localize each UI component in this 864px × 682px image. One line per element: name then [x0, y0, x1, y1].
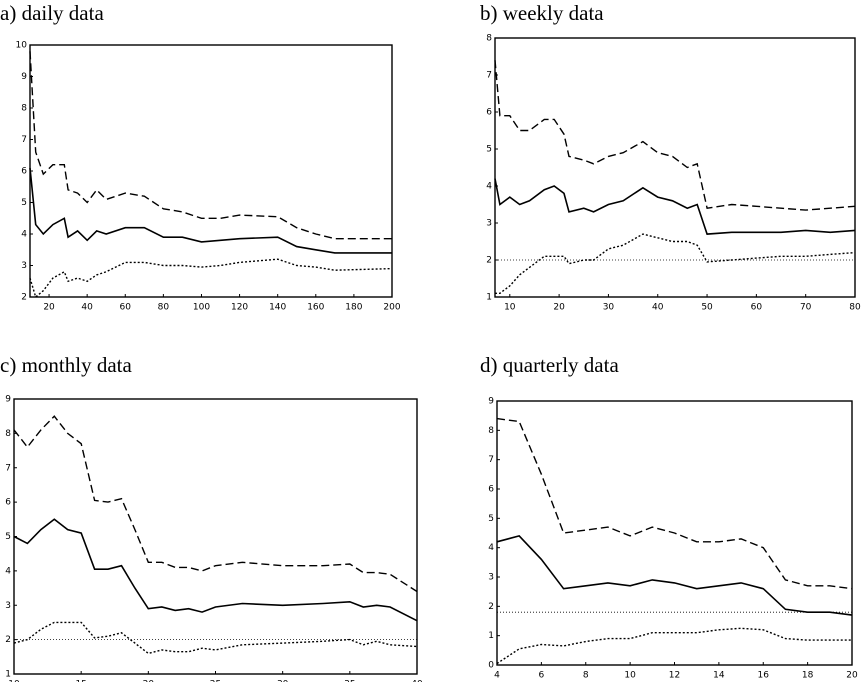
x-tick-label: 120 [231, 303, 248, 313]
y-tick-label: 6 [21, 167, 27, 177]
y-tick-label: 4 [486, 182, 492, 192]
x-tick-label: 60 [751, 303, 763, 313]
y-tick-label: 9 [488, 397, 494, 407]
series-line [29, 258, 393, 299]
y-tick-label: 2 [5, 635, 11, 645]
plot-frame [29, 44, 393, 298]
y-tick-label: 7 [486, 71, 492, 81]
y-tick-label: 7 [21, 135, 27, 145]
chart-title: d) quarterly data [480, 353, 619, 377]
x-tick-label: 60 [120, 303, 132, 313]
x-tick-label: 160 [307, 303, 324, 313]
x-tick-label: 10 [624, 671, 636, 681]
x-tick-label: 50 [701, 303, 713, 313]
y-tick-label: 4 [488, 543, 494, 553]
y-tick-label: 8 [5, 429, 11, 439]
y-tick-label: 6 [486, 108, 492, 118]
x-tick-label: 40 [81, 303, 93, 313]
y-tick-label: 3 [488, 573, 494, 583]
y-tick-label: 3 [21, 261, 27, 271]
x-tick-label: 20 [553, 303, 565, 313]
y-tick-label: 1 [488, 631, 494, 641]
x-tick-label: 35 [344, 680, 355, 682]
y-tick-label: 5 [486, 145, 492, 155]
y-tick-label: 4 [21, 230, 27, 240]
series-line [13, 415, 418, 593]
chart-title: a) daily data [0, 1, 104, 25]
y-tick-label: 7 [5, 463, 11, 473]
x-tick-label: 4 [494, 671, 500, 681]
y-tick-label: 1 [5, 670, 11, 680]
y-tick-label: 9 [21, 72, 27, 82]
y-tick-label: 3 [5, 601, 11, 611]
plot-frame [13, 398, 418, 675]
x-tick-label: 8 [583, 671, 589, 681]
x-tick-label: 180 [345, 303, 362, 313]
y-tick-label: 9 [5, 395, 11, 405]
series-line [494, 178, 856, 235]
x-tick-label: 200 [383, 303, 400, 313]
y-tick-label: 6 [488, 485, 494, 495]
x-tick-label: 14 [713, 671, 725, 681]
x-tick-label: 10 [504, 303, 516, 313]
x-tick-label: 40 [411, 680, 423, 682]
y-tick-label: 7 [488, 455, 494, 465]
y-tick-label: 2 [488, 602, 494, 612]
x-tick-label: 16 [758, 671, 770, 681]
y-tick-label: 5 [488, 514, 494, 524]
series-line [29, 51, 392, 240]
x-tick-label: 20 [43, 303, 55, 313]
series-line [13, 621, 418, 655]
y-tick-label: 8 [486, 34, 492, 44]
y-tick-label: 4 [5, 566, 11, 576]
series-line [495, 233, 856, 294]
chart-title: b) weekly data [480, 1, 604, 25]
y-tick-label: 2 [486, 256, 492, 266]
x-tick-label: 12 [669, 671, 680, 681]
x-tick-label: 140 [269, 303, 286, 313]
series-line [496, 535, 853, 616]
x-tick-label: 30 [603, 303, 615, 313]
series-line [29, 167, 392, 254]
y-tick-label: 1 [486, 293, 492, 303]
y-tick-label: 8 [21, 104, 27, 114]
series-line [494, 60, 856, 211]
y-tick-label: 5 [5, 532, 11, 542]
y-tick-label: 0 [488, 661, 494, 671]
y-tick-label: 2 [21, 293, 27, 303]
x-tick-label: 6 [539, 671, 545, 681]
x-tick-label: 80 [849, 303, 861, 313]
y-tick-label: 3 [486, 219, 492, 229]
series-line [496, 627, 852, 665]
y-tick-label: 10 [16, 41, 28, 51]
series-line [496, 417, 853, 590]
x-tick-label: 20 [143, 680, 155, 682]
y-tick-label: 6 [5, 498, 11, 508]
x-tick-label: 70 [800, 303, 812, 313]
plot-frame [494, 37, 856, 298]
x-tick-label: 100 [193, 303, 210, 313]
x-tick-label: 40 [652, 303, 664, 313]
series-line [13, 518, 418, 622]
x-tick-label: 18 [802, 671, 814, 681]
y-tick-label: 5 [21, 198, 27, 208]
x-tick-label: 25 [210, 680, 221, 682]
chart-title: c) monthly data [0, 353, 132, 377]
x-tick-label: 80 [158, 303, 170, 313]
x-tick-label: 15 [75, 680, 86, 682]
x-tick-label: 10 [8, 680, 20, 682]
y-tick-label: 8 [488, 426, 494, 436]
x-tick-label: 30 [277, 680, 289, 682]
x-tick-label: 20 [846, 671, 858, 681]
